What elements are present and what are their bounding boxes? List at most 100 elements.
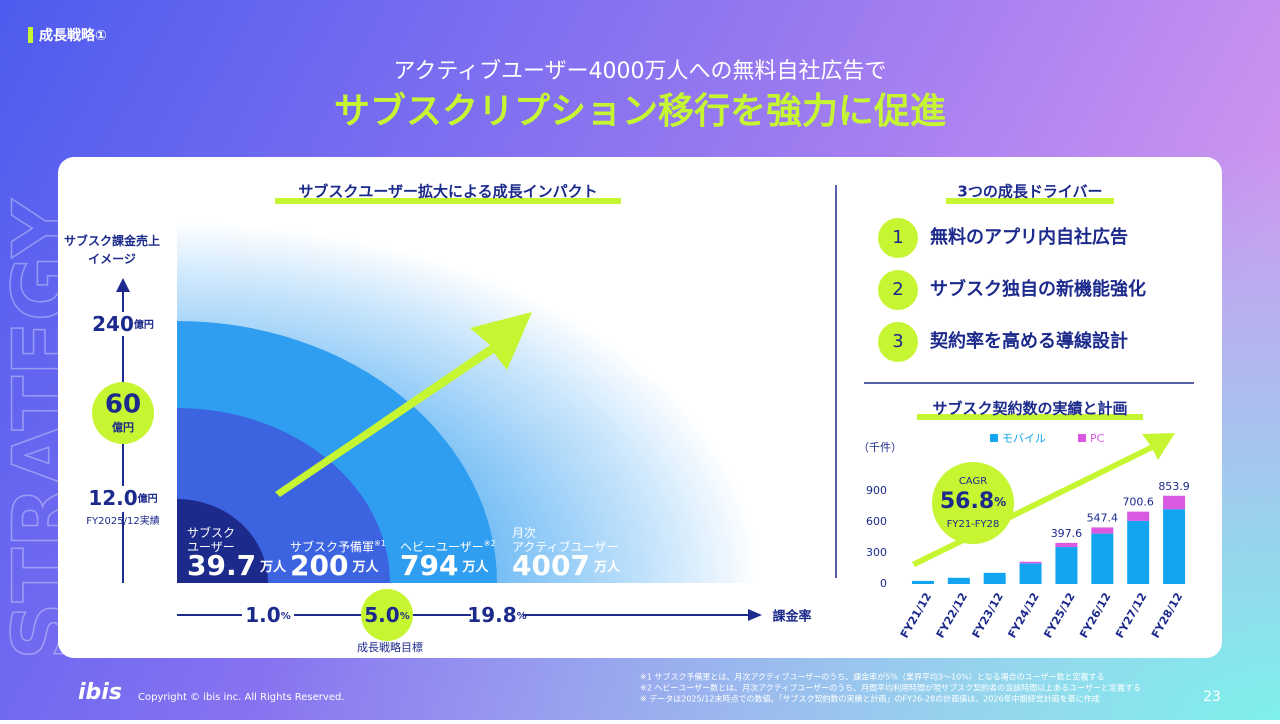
- driver-text: 無料のアプリ内自社広告: [930, 226, 1128, 248]
- total-label: 700.6: [1122, 496, 1154, 509]
- segment-label: サブスク: [187, 525, 235, 540]
- y-bottom: 12.0億円: [88, 486, 157, 510]
- x-tick: 5.0%: [364, 603, 409, 627]
- cagr-value: 56.8%: [940, 489, 1006, 514]
- segment-value: 794 万人: [400, 549, 489, 582]
- note: ※1: [374, 539, 386, 548]
- y-middle-value: 60: [105, 390, 141, 420]
- legend-swatch: [990, 434, 998, 442]
- x-tick: 19.8%: [467, 603, 526, 627]
- y-axis-label-line: サブスク課金売上: [64, 233, 160, 248]
- y-tick-label: 900: [866, 484, 887, 497]
- segment-label-text: ユーザー: [187, 540, 235, 554]
- driver-number: 1: [892, 227, 903, 248]
- bar-segment: [911, 580, 934, 584]
- legend-label: PC: [1090, 432, 1105, 445]
- footnote: ※2 ヘビーユーザー数とは、月次アクティブユーザーのうち、月間平均利用時間が現サ…: [640, 683, 1141, 693]
- target-circle: [361, 589, 413, 641]
- bar-segment: [1091, 527, 1114, 534]
- heading-underline: [917, 414, 1143, 420]
- y-axis-arrow: [116, 278, 130, 292]
- driver-badge: [878, 270, 918, 310]
- unit: %: [994, 495, 1006, 509]
- driver-text: サブスク独自の新機能強化: [930, 278, 1146, 300]
- y-middle-unit: 億円: [112, 420, 134, 434]
- bar-segment: [1127, 520, 1150, 584]
- region-subscribers: [177, 499, 268, 583]
- bar-segment: [1055, 547, 1078, 584]
- tick-bg: [242, 605, 294, 625]
- y-tick-label: 600: [866, 515, 887, 528]
- total-label: 397.6: [1051, 527, 1083, 540]
- legend-swatch: [1078, 434, 1086, 442]
- drivers-heading: 3つの成長ドライバー: [957, 183, 1102, 201]
- page-number: 23: [1203, 689, 1221, 705]
- x-tick: 1.0%: [245, 603, 290, 627]
- chart-title: サブスク契約数の実績と計画: [932, 400, 1127, 418]
- value: 794: [400, 549, 458, 582]
- unit: 万人: [351, 559, 379, 575]
- tag-bar: [28, 27, 33, 43]
- total-label: 547.4: [1087, 511, 1119, 524]
- segment-label-text: ヘビーユーザー: [400, 540, 484, 554]
- unit: 万人: [461, 559, 489, 575]
- value: 39.7: [187, 549, 256, 582]
- segment-label: 月次: [512, 526, 536, 540]
- bar-segment: [1091, 533, 1114, 584]
- unit: %: [281, 611, 291, 622]
- bar-segment: [947, 577, 970, 584]
- y-axis-label-line: イメージ: [88, 252, 136, 266]
- x-axis-arrow: [748, 609, 762, 621]
- unit: %: [400, 611, 410, 622]
- label-bg: [100, 312, 150, 336]
- segment-value: 200 万人: [290, 549, 379, 582]
- y-tick-label: 0: [880, 577, 887, 590]
- driver-badge: [878, 322, 918, 362]
- value: 5.0: [364, 603, 399, 627]
- legend-label: モバイル: [1002, 432, 1046, 445]
- bar-segment: [1019, 561, 1042, 564]
- value: 200: [290, 549, 348, 582]
- y-bottom-note: FY2025/12実績: [86, 514, 159, 527]
- segment-label-text: アクティブユーザー: [512, 539, 618, 554]
- y-axis-label: サブスク課金売上イメージ: [64, 233, 160, 266]
- unit: 万人: [259, 559, 287, 575]
- segment-value: 39.7 万人: [187, 549, 287, 582]
- value: 19.8: [467, 603, 516, 627]
- unit: 億円: [138, 492, 158, 505]
- logo: ibis: [78, 680, 122, 705]
- heading-underline: [946, 198, 1114, 204]
- value: 240: [92, 312, 134, 336]
- drivers: 1 無料のアプリ内自社広告 2 サブスク独自の新機能強化 3 契約率を高める導線設計: [878, 218, 1146, 362]
- value: 1.0: [245, 603, 280, 627]
- driver-text: 契約率を高める導線設計: [929, 330, 1128, 352]
- x-axis-label: 課金率: [772, 609, 811, 625]
- cagr-circle: [932, 462, 1014, 544]
- unit: 億円: [134, 318, 154, 331]
- x-ticks: 1.0% 5.0% 19.8%: [242, 603, 527, 627]
- segment-label-text: サブスク: [187, 525, 235, 540]
- unit: %: [517, 611, 527, 622]
- segment-label: ヘビーユーザー※2: [400, 539, 496, 554]
- value: 12.0: [88, 486, 137, 510]
- impact-heading: サブスクユーザー拡大による成長インパクト: [298, 183, 597, 201]
- y-tick-label: 300: [866, 546, 887, 559]
- mid-circle: [92, 382, 154, 444]
- value: 56.8: [940, 489, 994, 514]
- title: サブスクリプション移行を強力に促進: [334, 90, 946, 132]
- segment-label-text: サブスク予備軍: [290, 539, 374, 554]
- unit-label: （千件）: [858, 441, 902, 454]
- unit: 万人: [593, 559, 621, 575]
- cagr-period: FY21-FY28: [947, 519, 1000, 530]
- bar-segment: [1019, 563, 1042, 584]
- target-label: 成長戦略目標: [357, 640, 423, 654]
- bar-segment: [1163, 509, 1186, 584]
- y-top: 240億円: [92, 312, 154, 336]
- driver-badge: [878, 218, 918, 258]
- heading-underline: [275, 198, 621, 204]
- footnote: ※ データは2025/12末時点での数値。「サブスク契約数の実績と計画」のFY2…: [640, 694, 1100, 704]
- tick-bg: [471, 605, 523, 625]
